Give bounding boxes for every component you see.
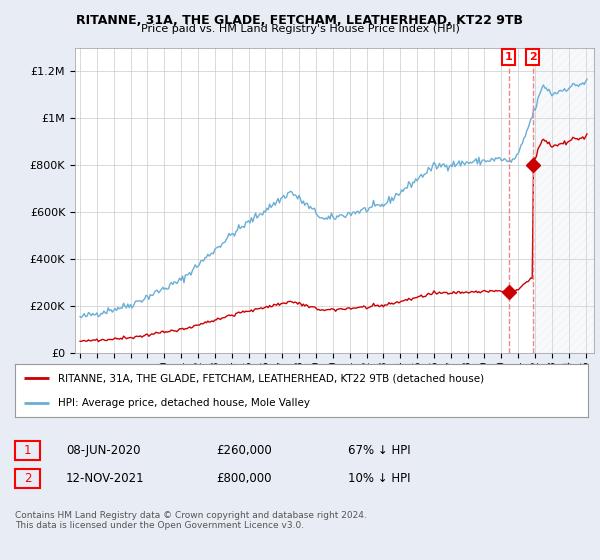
Text: £800,000: £800,000 xyxy=(216,472,271,486)
Text: RITANNE, 31A, THE GLADE, FETCHAM, LEATHERHEAD, KT22 9TB (detached house): RITANNE, 31A, THE GLADE, FETCHAM, LEATHE… xyxy=(58,374,484,384)
Text: Price paid vs. HM Land Registry's House Price Index (HPI): Price paid vs. HM Land Registry's House … xyxy=(140,24,460,34)
Text: HPI: Average price, detached house, Mole Valley: HPI: Average price, detached house, Mole… xyxy=(58,398,310,408)
Text: Contains HM Land Registry data © Crown copyright and database right 2024.
This d: Contains HM Land Registry data © Crown c… xyxy=(15,511,367,530)
Text: £260,000: £260,000 xyxy=(216,444,272,458)
Text: 2: 2 xyxy=(529,52,537,62)
Text: RITANNE, 31A, THE GLADE, FETCHAM, LEATHERHEAD, KT22 9TB: RITANNE, 31A, THE GLADE, FETCHAM, LEATHE… xyxy=(77,14,523,27)
Text: 12-NOV-2021: 12-NOV-2021 xyxy=(66,472,145,486)
Text: 1: 1 xyxy=(24,444,31,458)
Text: 2: 2 xyxy=(24,472,31,486)
Text: 67% ↓ HPI: 67% ↓ HPI xyxy=(348,444,410,458)
Text: 08-JUN-2020: 08-JUN-2020 xyxy=(66,444,140,458)
Text: 10% ↓ HPI: 10% ↓ HPI xyxy=(348,472,410,486)
Text: 1: 1 xyxy=(505,52,512,62)
Bar xyxy=(533,48,594,353)
